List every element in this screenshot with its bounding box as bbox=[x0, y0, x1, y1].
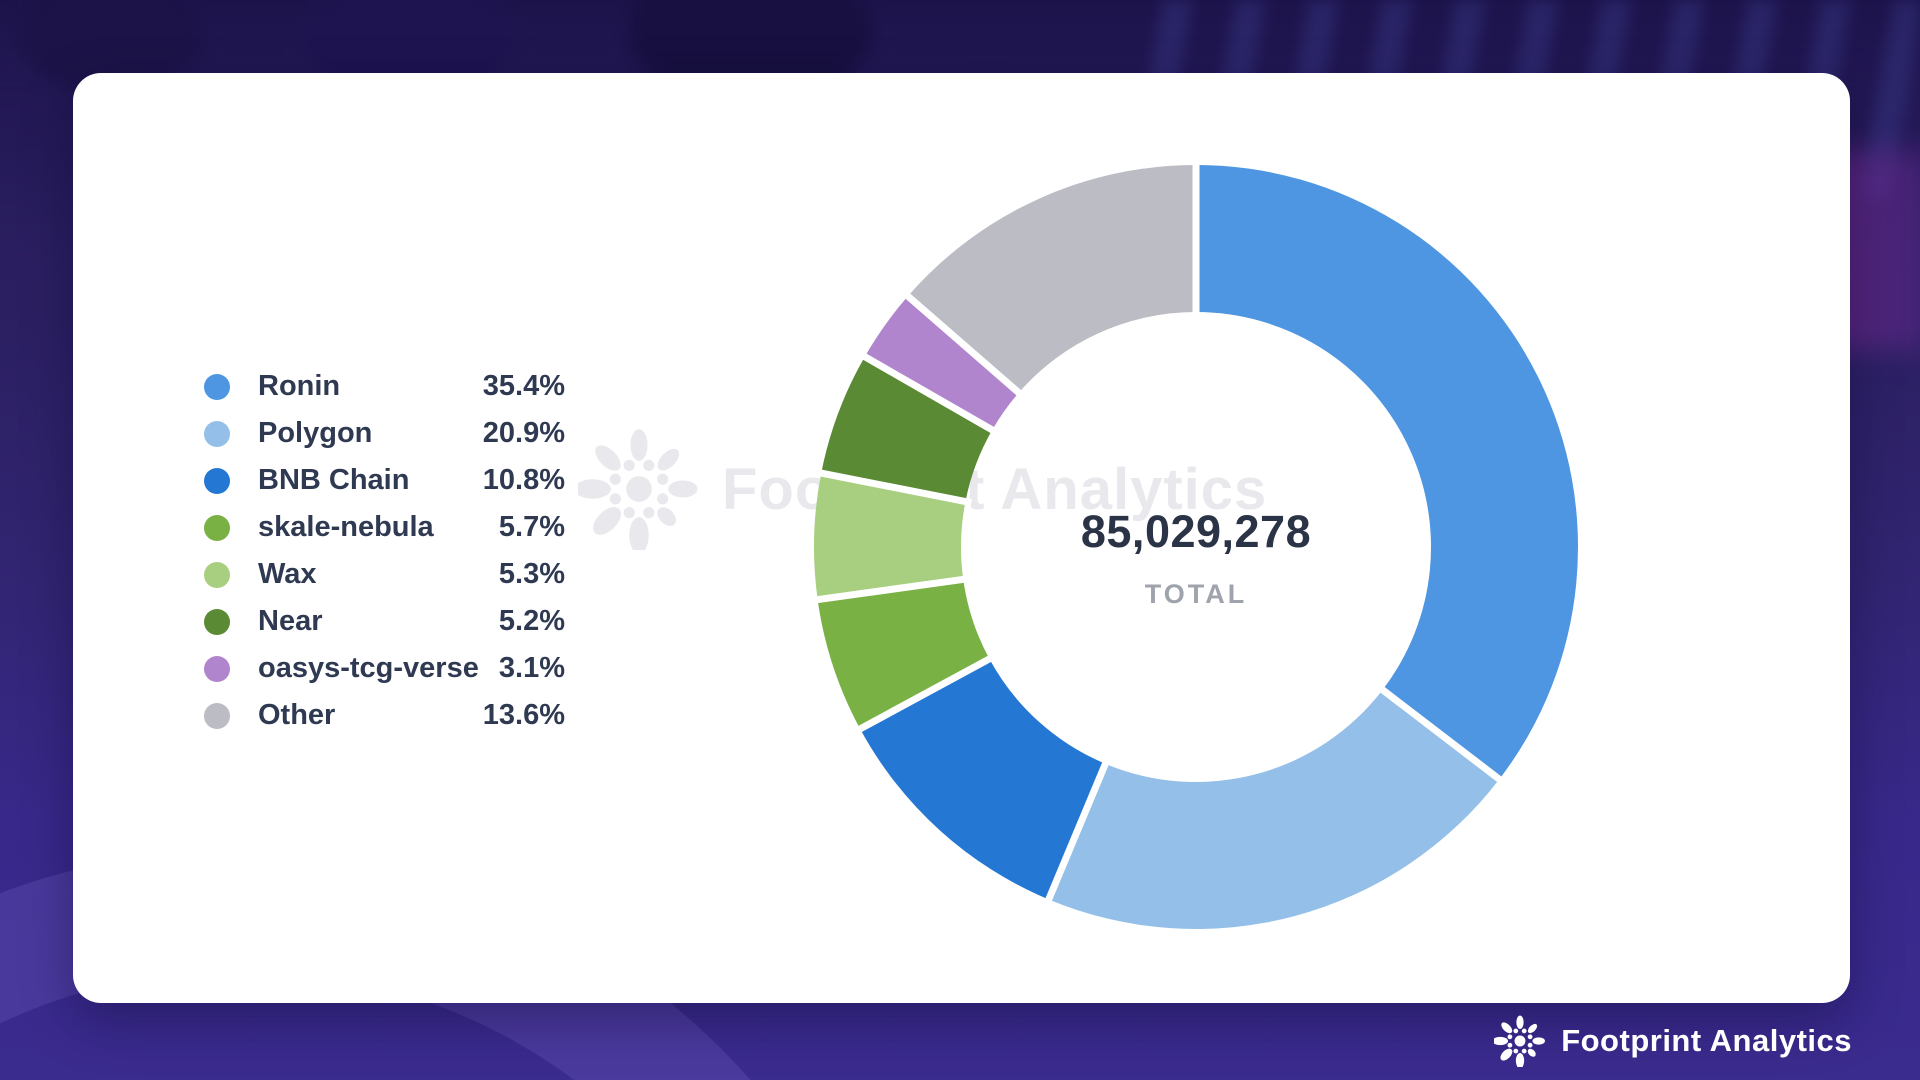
legend-label: Wax bbox=[258, 558, 317, 590]
donut-slice-skale-nebula bbox=[817, 579, 990, 729]
slice-gap bbox=[1043, 756, 1111, 907]
legend-item: Other 13.6% bbox=[204, 692, 565, 739]
legend-value: 10.8% bbox=[482, 464, 565, 496]
slice-gap bbox=[814, 468, 973, 507]
legend-label: Ronin bbox=[258, 370, 341, 402]
footer-brand: Footprint Analytics bbox=[1492, 1014, 1852, 1069]
legend-label: Polygon bbox=[258, 417, 373, 449]
legend-color-dot bbox=[204, 373, 230, 400]
legend-item: BNB Chain 10.8% bbox=[204, 457, 565, 504]
donut-chart bbox=[811, 159, 1578, 929]
footprint-flower-icon bbox=[1492, 1015, 1546, 1069]
donut-slice-bnb-chain bbox=[860, 658, 1106, 900]
total-label: TOTAL bbox=[1144, 579, 1248, 609]
chart-legend: Ronin 35.4% Polygon 20.9% BNB Chain 10.8% skal… bbox=[204, 363, 565, 739]
donut-center-text: 85,029,278 TOTAL bbox=[1081, 506, 1311, 610]
watermark: Footprint Analytics bbox=[574, 428, 1268, 554]
legend-label: skale-nebula bbox=[258, 511, 434, 543]
legend-color-dot bbox=[204, 561, 230, 588]
legend-label: Other bbox=[258, 699, 336, 731]
donut-slice-oasys-tcg-verse bbox=[864, 296, 1019, 430]
donut-slice-ronin bbox=[1196, 165, 1578, 780]
legend-color-dot bbox=[204, 420, 230, 447]
legend-item: skale-nebula 5.7% bbox=[204, 504, 565, 551]
legend-item: Wax 5.3% bbox=[204, 551, 565, 598]
donut-slice-polygon bbox=[1048, 689, 1500, 929]
legend-value: 5.3% bbox=[498, 558, 565, 590]
legend-color-dot bbox=[204, 514, 230, 541]
legend-color-dot bbox=[204, 467, 230, 494]
slice-gap bbox=[901, 289, 1026, 400]
chart-card: Footprint Analytics Ronin 35.4% Polygon 20.… bbox=[73, 73, 1850, 1003]
legend-color-dot bbox=[204, 702, 230, 729]
footer-brand-text: Footprint Analytics bbox=[1561, 1023, 1852, 1058]
legend-item: oasys-tcg-verse 3.1% bbox=[204, 645, 565, 692]
legend-item: Near 5.2% bbox=[204, 598, 565, 645]
legend-label: BNB Chain bbox=[258, 464, 410, 496]
watermark-text: Footprint Analytics bbox=[722, 456, 1268, 522]
legend-color-dot bbox=[204, 655, 230, 682]
donut-slice-near bbox=[821, 356, 993, 502]
donut-slice-wax bbox=[814, 473, 966, 600]
legend-item: Polygon 20.9% bbox=[204, 410, 565, 457]
slice-gap bbox=[853, 652, 997, 735]
legend-value: 5.7% bbox=[498, 511, 565, 543]
slice-gap bbox=[811, 575, 970, 604]
donut-slice-other bbox=[907, 165, 1196, 393]
legend-value: 35.4% bbox=[482, 370, 565, 402]
legend-item: Ronin 35.4% bbox=[204, 363, 565, 410]
legend-value: 5.2% bbox=[498, 605, 565, 637]
legend-label: oasys-tcg-verse bbox=[258, 652, 479, 684]
slice-gap bbox=[857, 350, 1000, 436]
legend-value: 13.6% bbox=[482, 699, 565, 731]
legend-value: 3.1% bbox=[498, 652, 565, 684]
footprint-flower-icon bbox=[574, 428, 700, 554]
legend-value: 20.9% bbox=[482, 417, 565, 449]
slice-gap bbox=[1375, 683, 1507, 786]
legend-color-dot bbox=[204, 608, 230, 635]
legend-label: Near bbox=[258, 605, 323, 637]
total-value: 85,029,278 bbox=[1080, 506, 1312, 557]
